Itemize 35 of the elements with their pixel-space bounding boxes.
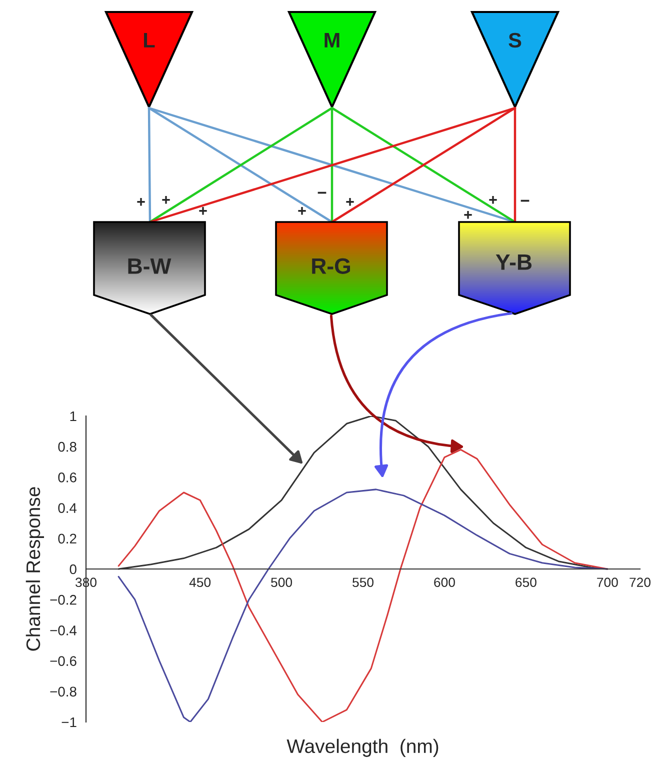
x-tick-label: 700: [597, 578, 618, 588]
text: B-W: [128, 258, 172, 274]
text: +: [298, 206, 306, 215]
x-tick-label: 500: [271, 578, 292, 588]
y-tick-label: 0.4: [58, 503, 77, 513]
y-tick-label: 0.6: [58, 472, 76, 482]
text: L: [144, 33, 155, 48]
text: −: [520, 200, 530, 202]
text: +: [489, 196, 497, 204]
x-tick-label: 720: [630, 578, 650, 588]
text: +: [199, 206, 207, 215]
y-tick-label: 0.8: [58, 442, 76, 452]
x-axis-title: Wavelength (nm): [286, 738, 438, 757]
text: +: [137, 198, 145, 206]
text: +: [346, 198, 354, 206]
y-tick-label: 0.2: [58, 534, 76, 544]
text: R-G: [312, 258, 350, 274]
text: −: [318, 192, 326, 194]
text: +: [162, 196, 170, 204]
y-tick-label: −0.4: [50, 626, 77, 636]
y-tick-label: −0.2: [50, 594, 76, 605]
text: S: [508, 32, 522, 48]
y-tick-label: 1: [70, 411, 76, 422]
text: +: [464, 210, 472, 219]
x-tick-label: 550: [352, 578, 374, 588]
x-tick-label: 450: [189, 578, 211, 588]
y-axis-title: Channel Response: [26, 487, 44, 651]
y-tick-label: −0.8: [50, 686, 76, 697]
y-tick-label: 0: [70, 564, 76, 574]
text: M: [324, 33, 340, 48]
x-tick-label: 650: [516, 578, 536, 588]
x-tick-label: 600: [434, 578, 455, 588]
text: Y-B: [496, 254, 532, 270]
y-tick-label: −0.6: [50, 656, 76, 666]
y-tick-label: −1: [62, 717, 76, 728]
